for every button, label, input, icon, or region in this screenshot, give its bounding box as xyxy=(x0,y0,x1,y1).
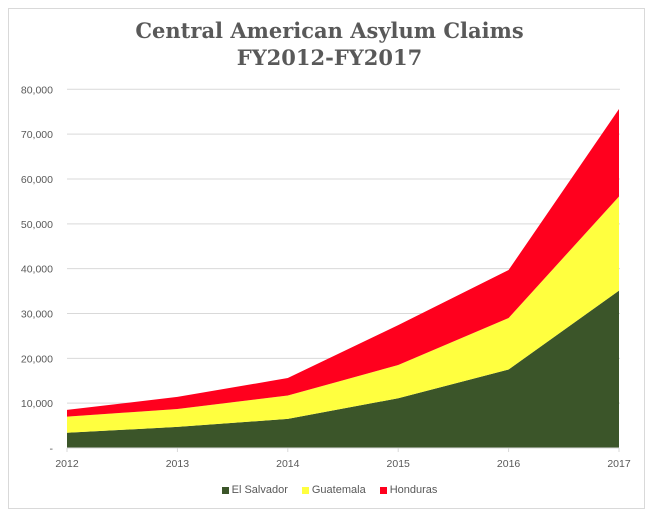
x-tick-label: 2014 xyxy=(276,458,300,470)
x-tick-label: 2013 xyxy=(166,458,190,470)
x-tick-label: 2015 xyxy=(387,458,411,470)
legend-swatch xyxy=(301,486,309,494)
y-tick-label: 40,000 xyxy=(21,264,53,276)
y-tick-label: 70,000 xyxy=(21,129,53,141)
y-tick-label: 80,000 xyxy=(21,84,53,96)
x-tick-label: 2012 xyxy=(55,458,79,470)
y-tick-label: 50,000 xyxy=(21,219,53,231)
chart-title: Central American Asylum Claims FY2012-FY… xyxy=(0,17,659,71)
area-guatemala xyxy=(67,196,619,433)
y-tick-label: 20,000 xyxy=(21,353,53,365)
y-tick-label: - xyxy=(50,443,54,455)
area-el-salvador xyxy=(67,290,619,448)
legend-label: El Salvador xyxy=(231,484,288,496)
legend: El Salvador Guatemala Honduras xyxy=(0,484,659,496)
chart-title-line-1: Central American Asylum Claims xyxy=(135,18,524,43)
y-tick-label: 60,000 xyxy=(21,174,53,186)
legend-label: Guatemala xyxy=(311,484,366,496)
legend-label: Honduras xyxy=(389,484,438,496)
y-tick-label: 10,000 xyxy=(21,398,53,410)
legend-swatch xyxy=(379,486,387,494)
legend-item-guatemala: Guatemala xyxy=(301,484,366,496)
area-honduras xyxy=(67,109,619,417)
legend-swatch xyxy=(221,486,229,494)
chart-title-line-2: FY2012-FY2017 xyxy=(236,45,423,70)
x-tick-label: 2017 xyxy=(607,458,631,470)
x-tick-label: 2016 xyxy=(497,458,521,470)
y-tick-label: 30,000 xyxy=(21,308,53,320)
chart-frame xyxy=(8,8,645,509)
legend-item-honduras: Honduras xyxy=(379,484,438,496)
legend-item-el-salvador: El Salvador xyxy=(221,484,288,496)
